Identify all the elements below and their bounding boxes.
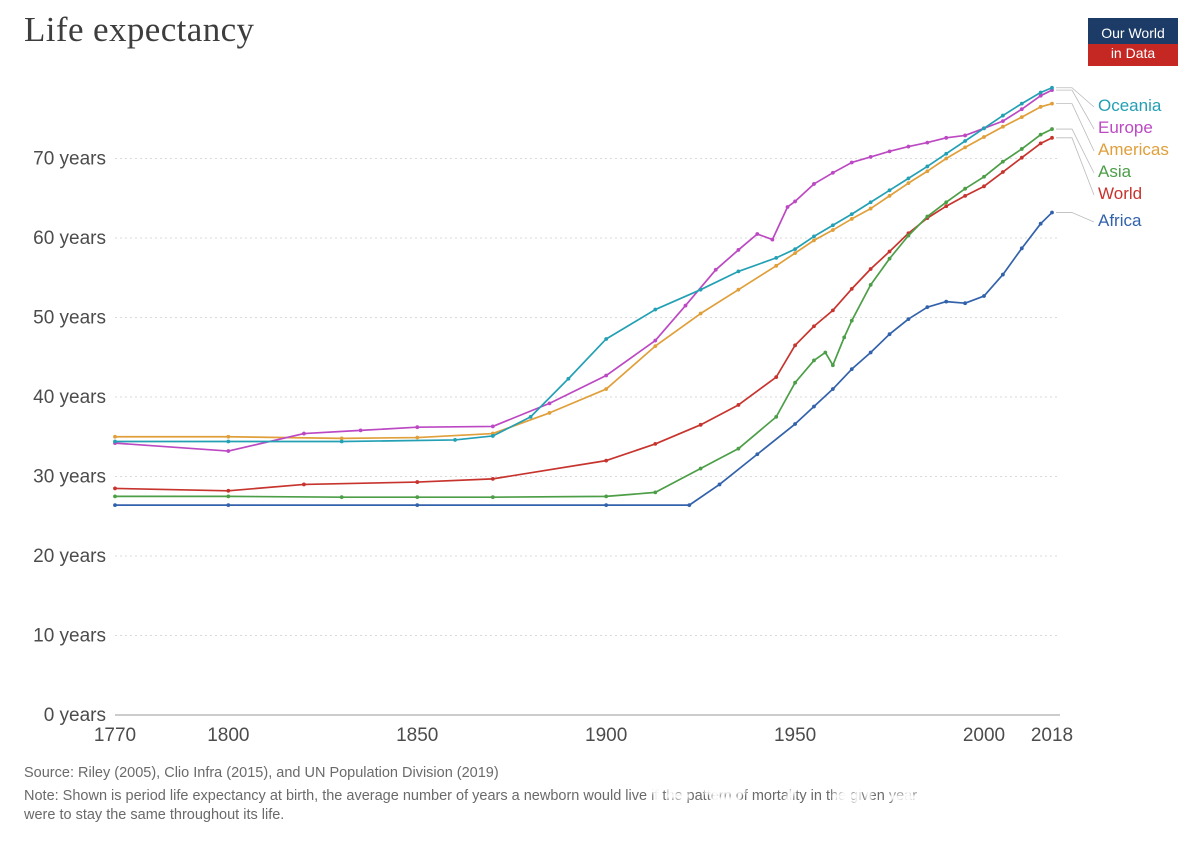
y-axis-label: 0 years: [44, 705, 106, 726]
x-axis-label: 1950: [774, 725, 816, 746]
legend-item-oceania[interactable]: Oceania: [1098, 96, 1162, 115]
series-asia[interactable]: [113, 127, 1054, 500]
note-text-line2: were to stay the same throughout its lif…: [24, 807, 285, 823]
x-axis-label: 1770: [94, 725, 136, 746]
legend-item-world[interactable]: World: [1098, 184, 1143, 203]
x-axis-label: 1800: [207, 725, 249, 746]
x-axis-label: 2018: [1031, 725, 1073, 746]
gridlines: [115, 158, 1060, 716]
x-axis-label: 1900: [585, 725, 627, 746]
y-axis-label: 30 years: [33, 467, 106, 488]
x-axis: 1770 1800 1850 1900 1950 2000 2018: [94, 725, 1073, 746]
y-axis-label: 50 years: [33, 308, 106, 329]
owid-logo[interactable]: Our World in Data: [1088, 18, 1178, 67]
y-axis-label: 20 years: [33, 546, 106, 567]
y-axis-label: 60 years: [33, 228, 106, 249]
x-axis-label: 1850: [396, 725, 438, 746]
owid-logo-line1: Our World: [1101, 25, 1165, 41]
series-europe[interactable]: [113, 88, 1054, 453]
legend-connectors: [1056, 87, 1095, 223]
y-axis-label: 70 years: [33, 149, 106, 170]
source-text: Source: Riley (2005), Clio Infra (2015),…: [24, 765, 499, 781]
series-world[interactable]: [113, 135, 1054, 493]
series-oceania[interactable]: [113, 85, 1054, 444]
owid-logo-line2: in Data: [1088, 44, 1178, 67]
legend-item-americas[interactable]: Americas: [1098, 140, 1169, 159]
series-americas[interactable]: [113, 101, 1054, 441]
legend-item-africa[interactable]: Africa: [1098, 211, 1142, 230]
y-axis-label: 40 years: [33, 387, 106, 408]
x-axis-label: 2000: [963, 725, 1005, 746]
y-axis: 0 years 10 years 20 years 30 years 40 years 5…: [33, 149, 106, 727]
legend-item-europe[interactable]: Europe: [1098, 118, 1153, 137]
series-africa[interactable]: [113, 210, 1054, 508]
note-text-line1: Note: Shown is period life expectancy at…: [24, 788, 918, 804]
legend-item-asia[interactable]: Asia: [1098, 162, 1132, 181]
y-axis-label: 10 years: [33, 626, 106, 647]
chart-title: Life expectancy: [24, 10, 255, 49]
